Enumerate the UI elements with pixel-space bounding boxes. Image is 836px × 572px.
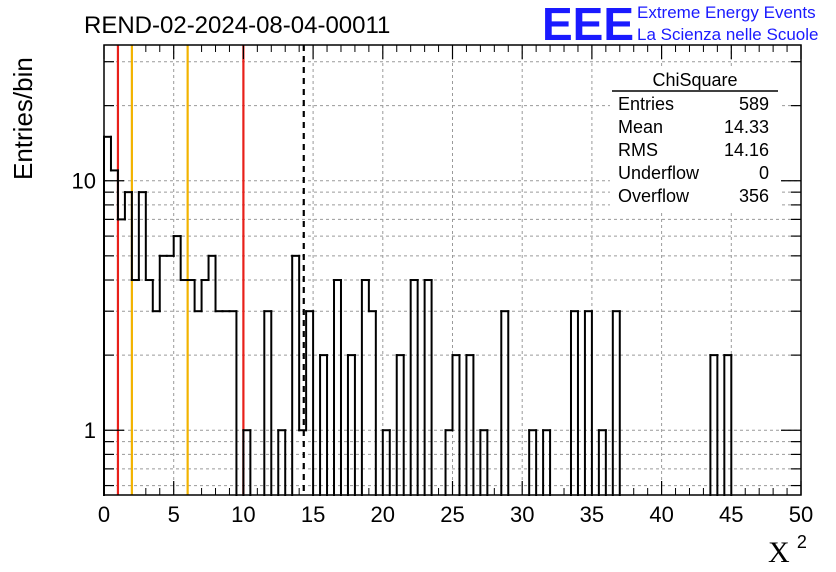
stats-row-value: 14.33 — [724, 117, 769, 137]
y-tick-label: 1 — [84, 418, 96, 443]
y-axis-title: Entries/bin — [8, 57, 38, 180]
x-tick-label: 20 — [371, 502, 395, 527]
chart-title: REND-02-2024-08-04-00011 — [84, 12, 390, 39]
x-tick-label: 25 — [440, 502, 464, 527]
stats-row-label: Overflow — [618, 186, 690, 206]
x-axis-ticks: 0 5 10 15 20 25 30 35 40 45 50 — [98, 45, 813, 527]
stats-row-label: RMS — [618, 140, 658, 160]
x-tick-label: 40 — [649, 502, 673, 527]
histogram-bins — [103, 135, 733, 496]
reference-lines — [116, 45, 305, 495]
x-tick-label: 30 — [510, 502, 534, 527]
stats-title: ChiSquare — [652, 70, 737, 90]
eee-logo: EEE Extreme Energy Events La Scienza nel… — [542, 0, 818, 50]
x-tick-label: 10 — [231, 502, 255, 527]
stats-rows: Entries 589 Mean 14.33 RMS 14.16 Underflow 0 Ove… — [618, 94, 769, 206]
x-tick-label: 45 — [719, 502, 743, 527]
x-tick-label: 15 — [301, 502, 325, 527]
stats-row-value: 0 — [759, 163, 769, 183]
logo-line1: Extreme Energy Events — [637, 3, 816, 22]
x-tick-label: 0 — [98, 502, 110, 527]
logo-line2: La Scienza nelle Scuole — [637, 25, 818, 44]
stats-row-label: Mean — [618, 117, 663, 137]
stats-row-value: 356 — [739, 186, 769, 206]
x-tick-label: 5 — [168, 502, 180, 527]
x-tick-label: 50 — [789, 502, 813, 527]
x-axis-title: X 2 — [768, 532, 807, 569]
x-tick-label: 35 — [580, 502, 604, 527]
stats-row-value: 589 — [739, 94, 769, 114]
stats-row-label: Entries — [618, 94, 674, 114]
y-axis-ticks: 1 10 — [72, 61, 801, 487]
logo-mark: EEE — [542, 0, 634, 50]
stats-row-value: 14.16 — [724, 140, 769, 160]
stats-box: ChiSquare Entries 589 Mean 14.33 RMS 14.16 Und… — [610, 66, 780, 212]
y-tick-label: 10 — [72, 169, 96, 194]
stats-row-label: Underflow — [618, 163, 700, 183]
